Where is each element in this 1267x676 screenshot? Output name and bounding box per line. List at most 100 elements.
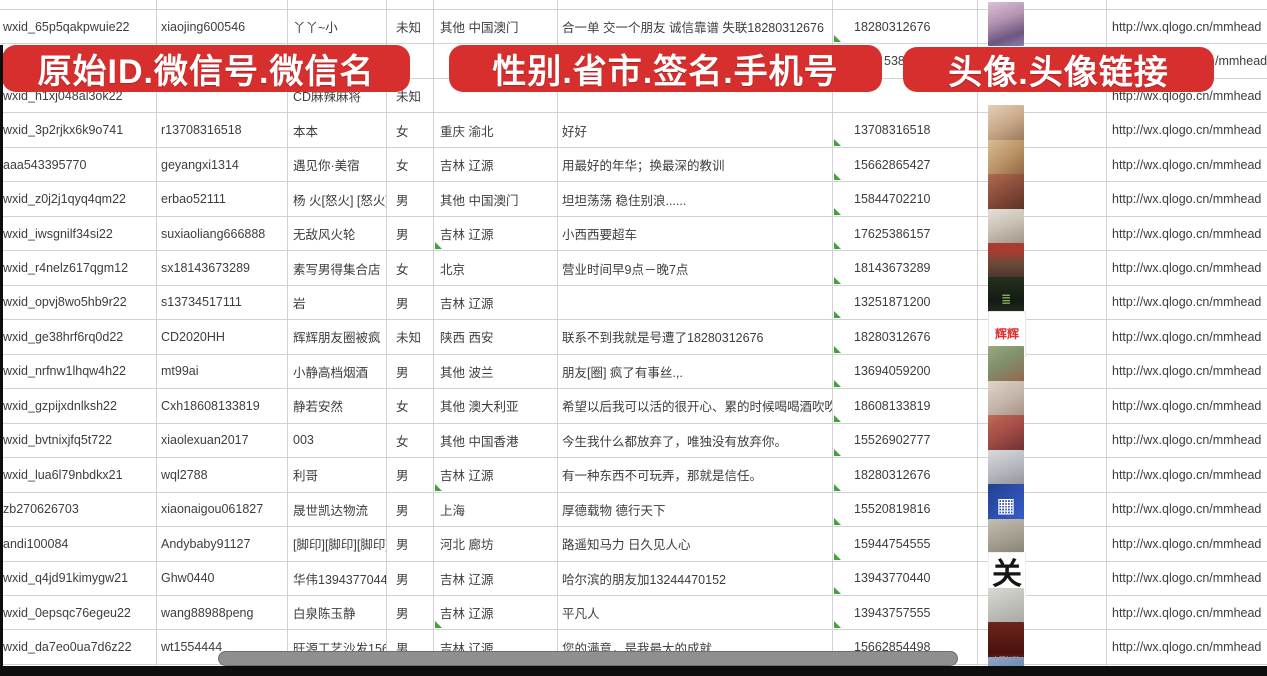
cell-original-id[interactable]: wxid_q4jd91kimygw21 [0,561,157,595]
cell-wechat-name[interactable]: 小静高档烟酒 [288,354,387,389]
cell-gender[interactable]: 未知 [387,78,434,113]
cell-gender[interactable]: 男 [387,595,434,630]
cell-avatar-link[interactable]: http://wx.qlogo.cn/mmhead [1112,192,1262,207]
cell-original-id[interactable]: wxid_h1xj048al3ok22 [0,78,157,113]
cell-avatar-link[interactable]: http://wx.qlogo.cn/mmhead [1112,364,1262,379]
cell-wechat-name[interactable]: 丫丫~小 [288,10,387,44]
cell-original-id[interactable]: wxid_gzpijxdnlksh22 [0,389,157,423]
cell-wechat-name[interactable]: 岩 [288,285,387,320]
cell-original-id[interactable]: wxid_ge38hrf6rq0d22 [0,320,157,354]
cell-wechat-name[interactable]: CD麻辣麻将 [288,78,387,113]
cell-phone[interactable]: 15526902777 [833,423,978,458]
cell-gender[interactable]: 男 [387,216,434,251]
cell-wechat-number[interactable]: s13734517111 [157,285,288,320]
cell-signature[interactable]: 哈尔滨的朋友加13244470152 [558,561,833,595]
cell-phone[interactable]: 15662865427 [833,147,978,182]
cell-avatar-link[interactable]: http://wx.qlogo.cn/mmhead [1112,19,1262,34]
cell-gender[interactable]: 女 [387,389,434,423]
cell-gender[interactable]: 男 [387,527,434,561]
cell-region[interactable]: 吉林 辽源 [434,458,558,492]
cell-original-id[interactable]: wxid_da7eo0ua7d6z22 [0,630,157,664]
cell-gender[interactable]: 男 [387,285,434,320]
cell-wechat-name[interactable]: 静若安然 [288,389,387,423]
cell-avatar-link[interactable]: http://wx.qlogo.cn/mmhead [1112,605,1262,620]
cell-phone[interactable]: 13943757555 [833,595,978,630]
cell-wechat-number[interactable]: r13708316518 [157,113,288,147]
cell-original-id[interactable]: wxid_opvj8wo5hb9r22 [0,285,157,320]
cell-wechat-name[interactable]: 辉辉朋友圈被疯 [288,320,387,354]
cell-phone[interactable]: 15944754555 [833,527,978,561]
cell-avatar[interactable] [978,1,1107,46]
cell-original-id[interactable]: wxid_bvtnixjfq5t722 [0,423,157,458]
cell-wechat-number[interactable]: wang88988peng [157,595,288,630]
cell-gender[interactable]: 男 [387,354,434,389]
cell-wechat-name[interactable]: 003 [288,423,387,458]
cell-region[interactable]: 吉林 辽源 [434,285,558,320]
cell-region[interactable]: 其他 澳大利亚 [434,389,558,423]
cell-wechat-name[interactable]: 利哥 [288,458,387,492]
cell-region[interactable] [434,78,558,113]
cell-original-id[interactable]: wxid_0epsqc76egeu22 [0,595,157,630]
cell-avatar-link[interactable]: http://wx.qlogo.cn/mmhead [1112,157,1262,172]
cell-signature[interactable]: 好好 [558,113,833,147]
cell-original-id[interactable]: wxid_z0j2j1qyq4qm22 [0,182,157,216]
cell-wechat-number[interactable]: wql2788 [157,458,288,492]
cell-avatar-link[interactable]: http://wx.qlogo.cn/mmhead [1112,226,1262,241]
cell-wechat-number[interactable]: xiaonaigou061827 [157,492,288,527]
cell-phone[interactable]: 13943770440 [833,561,978,595]
cell-signature[interactable]: 小西西要超车 [558,216,833,251]
woman-photo-avatar[interactable] [988,1,1024,46]
cell-signature[interactable]: 合一单 交一个朋友 诚信靠谱 失联18280312676 [558,10,833,44]
cell-avatar-link[interactable]: http://wx.qlogo.cn/mmhead [1112,502,1262,517]
cell-region[interactable]: 重庆 渝北 [434,113,558,147]
cell-region[interactable]: 其他 中国香港 [434,423,558,458]
cell-avatar-link[interactable]: http://wx.qlogo.cn/mmhead [1112,123,1262,138]
cell-signature[interactable]: 平凡人 [558,595,833,630]
cell-original-id[interactable]: aaa543395770 [0,147,157,182]
cell-phone[interactable]: 18143673289 [833,251,978,285]
cell-original-id[interactable]: wxid_lua6l79nbdkx21 [0,458,157,492]
cell-avatar-link[interactable]: http://wx.qlogo.cn/mmhead [1112,467,1262,482]
cell-region[interactable]: 吉林 辽源 [434,595,558,630]
cell-phone[interactable]: 13694059200 [833,354,978,389]
cell-signature[interactable]: 用最好的年华；换最深的教训 [558,147,833,182]
cell-region[interactable]: 吉林 辽源 [434,147,558,182]
cell-gender[interactable]: 女 [387,251,434,285]
cell-region[interactable]: 上海 [434,492,558,527]
cell-avatar[interactable] [978,78,1107,113]
cell-wechat-name[interactable]: 素写男得集合店 [288,251,387,285]
cell-original-id[interactable]: wxid_iwsgnilf34si22 [0,216,157,251]
cell-wechat-name[interactable]: 遇见你·美宿 [288,147,387,182]
cell-phone[interactable]: 18608133819 [833,389,978,423]
cell-wechat-number[interactable]: Andybaby91127 [157,527,288,561]
cell-gender[interactable]: 男 [387,492,434,527]
cell-original-id[interactable]: andi100084 [0,527,157,561]
cell-wechat-name[interactable]: 华伟13943770440 [288,561,387,595]
cell-wechat-name[interactable]: 本本 [288,113,387,147]
cell-avatar-link[interactable]: http://wx.qlogo.cn/mmhead [1112,295,1262,310]
cell-wechat-name[interactable]: 白泉陈玉静 [288,595,387,630]
cell-region[interactable]: 吉林 辽源 [434,561,558,595]
cell-wechat-name[interactable]: 晟世凯达物流 [288,492,387,527]
cell-original-id[interactable]: zb270626703 [0,492,157,527]
horizontal-scrollbar[interactable] [218,651,958,666]
cell-gender[interactable] [387,44,434,78]
cell-wechat-name[interactable]: [脚印][脚印][脚印][脚印] [288,527,387,561]
cell-wechat-number[interactable]: erbao52111 [157,182,288,216]
cell-signature[interactable]: 营业时间早9点－晚7点 [558,251,833,285]
cell-phone[interactable]: 13251871200 [833,285,978,320]
cell-region[interactable]: 河北 廊坊 [434,527,558,561]
cell-wechat-number[interactable]: Ghw0440 [157,561,288,595]
cell-region[interactable]: 北京 [434,251,558,285]
cell-gender[interactable]: 女 [387,147,434,182]
cell-avatar-link[interactable]: http://wx.qlogo.cn/mmhead [1112,433,1262,448]
cell-phone[interactable]: 15520819816 [833,492,978,527]
cell-avatar-link[interactable]: /mmhead [1215,54,1267,69]
cell-avatar-link[interactable]: http://wx.qlogo.cn/mmhead [1112,398,1262,413]
cell-phone[interactable]: 18280312676 [833,320,978,354]
cell-gender[interactable]: 男 [387,182,434,216]
cell-region[interactable]: 吉林 辽源 [434,216,558,251]
cell-signature[interactable]: 厚德载物 德行天下 [558,492,833,527]
cell-signature[interactable] [558,285,833,320]
cell-region[interactable]: 陕西 西安 [434,320,558,354]
